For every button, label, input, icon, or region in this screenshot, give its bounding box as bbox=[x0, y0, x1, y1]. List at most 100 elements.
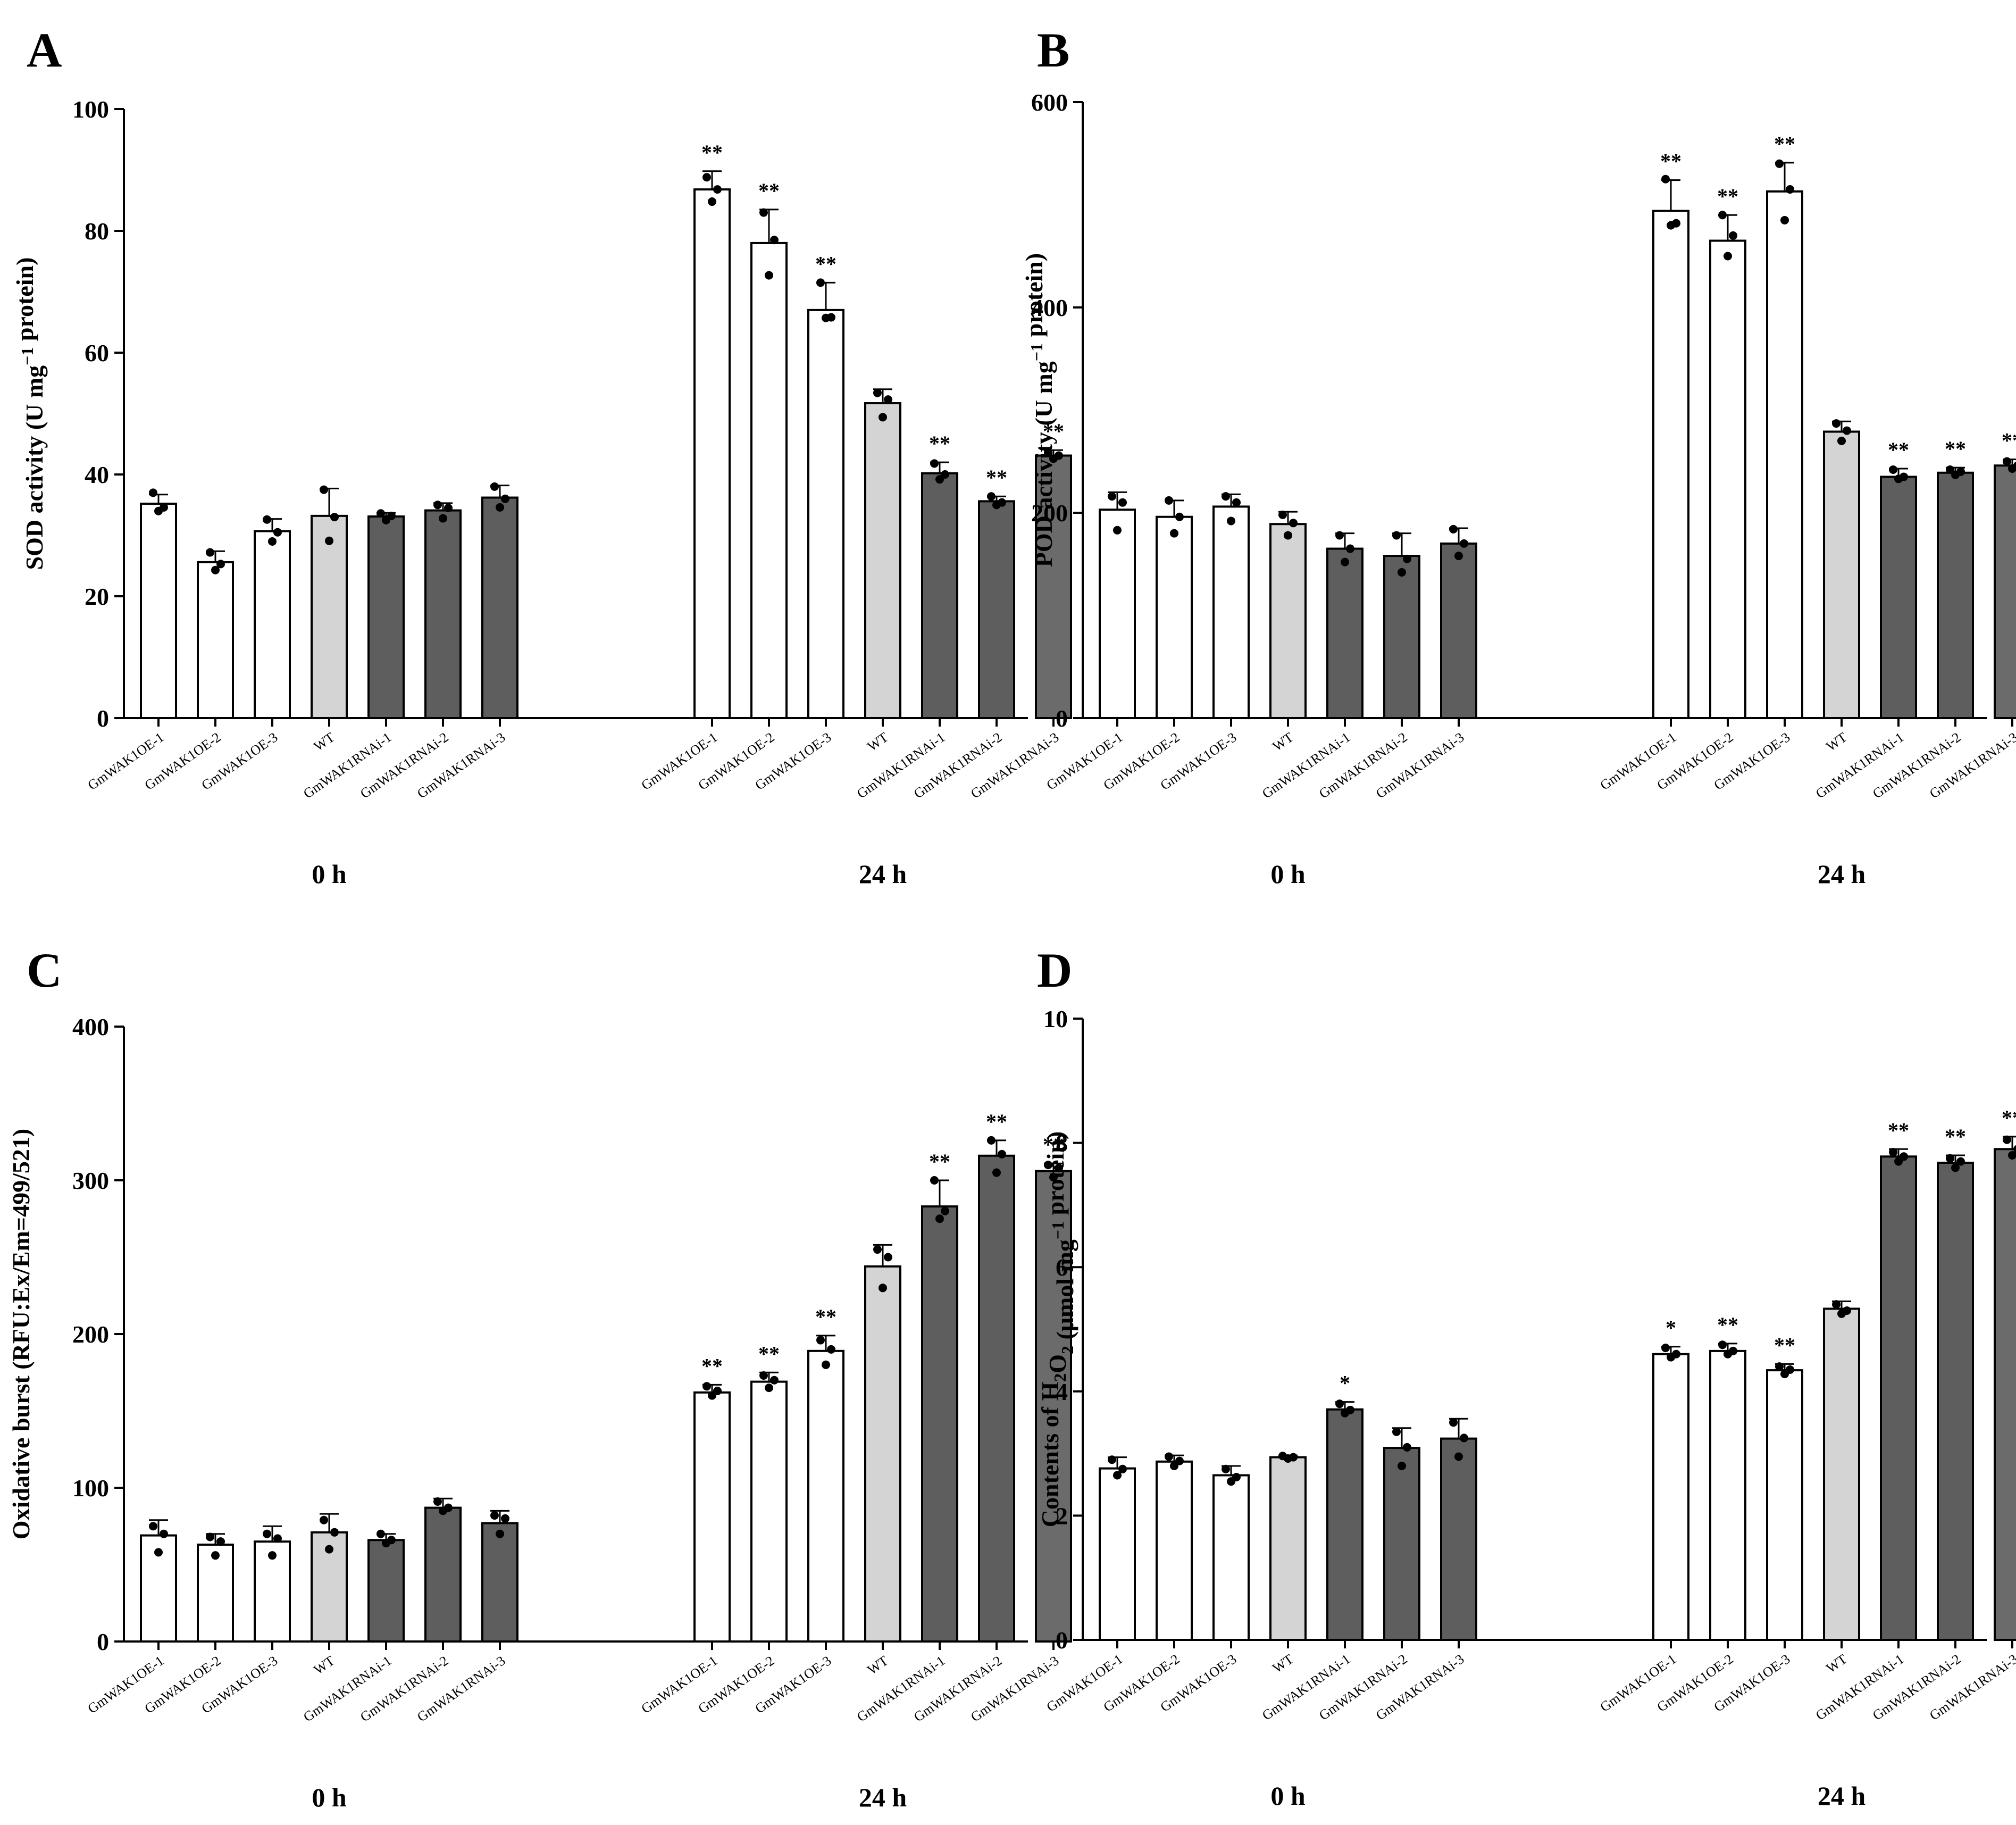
bar bbox=[1824, 1309, 1859, 1640]
data-point bbox=[765, 1384, 773, 1392]
bar bbox=[369, 516, 404, 718]
data-point bbox=[1392, 1428, 1401, 1436]
data-point bbox=[382, 516, 390, 524]
bar bbox=[1710, 1351, 1745, 1640]
bar bbox=[1653, 211, 1688, 718]
chart-panel-b: B0200400600POD activity (U mg−1 protein)… bbox=[1020, 23, 2016, 889]
data-point bbox=[433, 1497, 442, 1506]
y-tick-label: 200 bbox=[72, 1321, 109, 1348]
bar bbox=[1881, 477, 1916, 718]
data-point bbox=[1775, 1362, 1784, 1371]
x-tick-label: WT bbox=[1823, 729, 1850, 754]
data-point bbox=[1786, 185, 1794, 194]
data-point bbox=[320, 486, 328, 494]
bar bbox=[1384, 556, 1419, 718]
data-point bbox=[987, 1136, 996, 1145]
data-point bbox=[377, 509, 385, 518]
data-point bbox=[320, 1516, 328, 1524]
y-tick-label: 60 bbox=[85, 339, 109, 366]
group-label: 0 h bbox=[312, 859, 347, 889]
chart-panel-d: D 0 2 4 6 8 10 Contents of H2O2 (μmol mg−1 prot… bbox=[1036, 943, 2016, 1811]
data-point bbox=[1951, 471, 1960, 479]
data-point bbox=[770, 1376, 779, 1385]
data-point bbox=[1284, 1454, 1292, 1463]
data-point bbox=[439, 514, 447, 522]
data-point bbox=[2003, 1136, 2011, 1144]
data-point bbox=[1724, 252, 1732, 261]
data-point bbox=[1232, 498, 1241, 507]
data-point bbox=[1392, 531, 1401, 539]
y-tick-label: 10 bbox=[1043, 1005, 1068, 1032]
bar bbox=[255, 531, 290, 718]
data-point bbox=[325, 537, 333, 545]
data-point bbox=[1454, 552, 1463, 560]
data-point bbox=[1724, 1350, 1732, 1359]
data-point bbox=[160, 1530, 168, 1538]
bar bbox=[1327, 1410, 1362, 1640]
data-point bbox=[1837, 437, 1846, 445]
bar bbox=[1710, 241, 1745, 718]
data-point bbox=[1398, 568, 1406, 577]
y-tick-label: 300 bbox=[72, 1167, 109, 1194]
data-point bbox=[1222, 1465, 1230, 1473]
data-point bbox=[992, 501, 1001, 509]
significance-label: ** bbox=[701, 1354, 723, 1378]
data-point bbox=[1780, 216, 1789, 224]
data-point bbox=[708, 1391, 716, 1400]
bar bbox=[695, 189, 730, 718]
data-point bbox=[330, 1528, 339, 1537]
data-point bbox=[987, 492, 996, 501]
bar bbox=[425, 1508, 461, 1641]
group-label: 0 h bbox=[1270, 1781, 1306, 1811]
data-point bbox=[211, 1551, 220, 1560]
data-point bbox=[1165, 1452, 1173, 1461]
data-point bbox=[816, 278, 825, 287]
bar bbox=[1100, 1469, 1135, 1640]
data-point bbox=[490, 1511, 499, 1520]
data-point bbox=[816, 1336, 825, 1345]
bar bbox=[312, 516, 347, 718]
y-tick-label: 20 bbox=[85, 583, 109, 610]
y-tick-label: 0 bbox=[97, 705, 109, 732]
bar bbox=[1824, 432, 1859, 718]
significance-label: ** bbox=[815, 1305, 836, 1329]
x-tick-label: WT bbox=[1270, 729, 1296, 754]
bar bbox=[1767, 1370, 1802, 1640]
y-tick-label: 0 bbox=[1056, 1627, 1068, 1654]
data-point bbox=[1832, 419, 1841, 428]
data-point bbox=[759, 1371, 768, 1380]
data-point bbox=[713, 185, 722, 194]
group-label: 24 h bbox=[859, 859, 907, 889]
data-point bbox=[1284, 531, 1292, 539]
data-point bbox=[433, 501, 442, 509]
bar bbox=[1938, 1163, 1973, 1640]
bar bbox=[1100, 510, 1135, 718]
data-point bbox=[273, 528, 282, 537]
significance-label: ** bbox=[929, 1149, 950, 1173]
data-point bbox=[1729, 231, 1737, 240]
data-point bbox=[263, 1530, 271, 1538]
data-point bbox=[1403, 555, 1411, 563]
data-point bbox=[501, 1514, 509, 1523]
data-point bbox=[1227, 1477, 1235, 1486]
data-point bbox=[873, 1245, 882, 1254]
data-point bbox=[1113, 526, 1122, 535]
bar bbox=[1384, 1448, 1419, 1640]
significance-label: ** bbox=[758, 179, 780, 203]
data-point bbox=[216, 1537, 225, 1546]
data-point bbox=[992, 1169, 1001, 1177]
x-tick-label: WT bbox=[865, 1653, 891, 1678]
significance-label: * bbox=[1666, 1316, 1676, 1340]
data-point bbox=[154, 507, 163, 515]
data-point bbox=[1403, 1443, 1411, 1452]
bar bbox=[1327, 549, 1362, 718]
bar bbox=[865, 1266, 900, 1641]
data-point bbox=[1661, 1344, 1670, 1352]
data-point bbox=[770, 236, 779, 244]
bar bbox=[425, 511, 461, 718]
data-point bbox=[1335, 1399, 1344, 1408]
data-point bbox=[1454, 1452, 1463, 1461]
data-point bbox=[496, 503, 504, 512]
y-tick-label: 100 bbox=[72, 96, 109, 123]
data-point bbox=[268, 537, 277, 546]
